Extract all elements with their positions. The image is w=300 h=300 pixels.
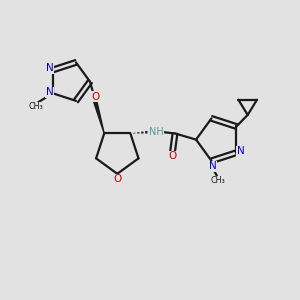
Text: O: O (91, 92, 99, 102)
Text: NH: NH (149, 127, 164, 137)
Text: N: N (237, 146, 244, 156)
Text: CH₃: CH₃ (28, 102, 43, 111)
Polygon shape (93, 98, 104, 134)
Text: O: O (169, 151, 177, 161)
Text: N: N (46, 87, 53, 97)
Text: O: O (114, 174, 122, 184)
Text: CH₃: CH₃ (210, 176, 225, 185)
Text: N: N (209, 161, 217, 171)
Text: N: N (46, 63, 53, 73)
